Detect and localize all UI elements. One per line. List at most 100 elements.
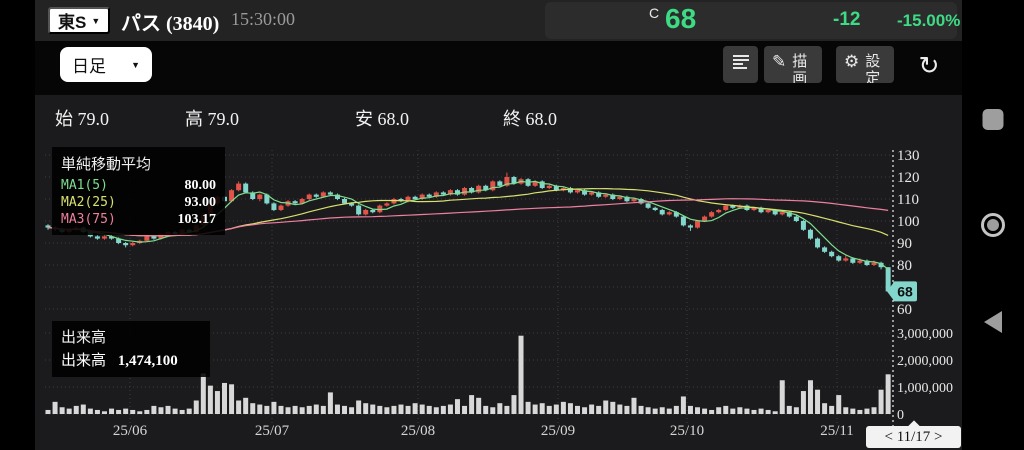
volume-bar	[454, 399, 460, 414]
ma2-label: MA2(25)	[61, 195, 116, 210]
volume-tick-label: 1,000,000	[897, 381, 953, 396]
candle-body	[377, 205, 383, 213]
volume-bar	[772, 411, 778, 414]
volume-bar	[638, 405, 644, 414]
order-book-button[interactable]	[723, 46, 758, 83]
candle-body	[292, 201, 298, 204]
volume-bar	[504, 405, 510, 414]
candle-body	[356, 205, 362, 215]
candle-body	[610, 194, 616, 199]
candle-body	[807, 229, 813, 239]
volume-bar	[363, 403, 369, 414]
page-indicator[interactable]: < 11/17 >	[866, 426, 961, 448]
back-button[interactable]	[984, 311, 1002, 333]
volume-bar	[469, 395, 475, 414]
chevron-down-icon: ▼	[91, 15, 101, 26]
volume-bar	[793, 407, 799, 414]
candle-body	[709, 212, 715, 217]
candle-body	[652, 207, 658, 210]
volume-bar	[631, 397, 637, 414]
candle-body	[871, 262, 877, 265]
volume-bar	[80, 404, 86, 414]
volume-bar	[483, 405, 489, 414]
candle-body	[638, 199, 644, 204]
back-triangle-icon	[984, 311, 1002, 333]
volume-bar	[596, 405, 602, 414]
volume-bar	[165, 405, 171, 414]
price-tick-label: 130	[897, 148, 920, 164]
volume-bar	[384, 407, 390, 414]
volume-bar	[264, 405, 270, 414]
volume-bar	[137, 411, 143, 414]
price-tick-label: 80	[897, 258, 912, 274]
header-bar: 東S ▼ パス (3840) 15:30:00 C 68 -12 -15.00%	[35, 0, 962, 41]
timeframe-label: 日足	[72, 57, 106, 76]
volume-bar	[779, 380, 785, 414]
volume-bar	[843, 407, 849, 414]
candle-body	[299, 199, 305, 204]
volume-bar	[342, 405, 348, 414]
timeframe-selector[interactable]: 日足 ▼	[60, 47, 152, 82]
volume-bar	[243, 397, 249, 414]
candle-body	[334, 194, 340, 199]
volume-bar	[497, 403, 503, 414]
candle-body	[440, 192, 446, 195]
refresh-button[interactable]: ↻	[909, 45, 949, 85]
ma1-value: 80.00	[184, 178, 217, 193]
volume-bar	[426, 405, 432, 414]
recents-button[interactable]	[982, 109, 1004, 130]
x-axis-label: 25/06	[113, 423, 148, 439]
volume-legend-title: 出来高	[61, 329, 107, 346]
volume-bar	[222, 382, 227, 414]
volume-bar	[815, 389, 821, 414]
candle-body	[864, 260, 870, 265]
volume-bar	[66, 408, 72, 414]
draw-button[interactable]: ✎ 描画	[764, 46, 822, 83]
candle-body	[144, 236, 150, 241]
volume-bar	[666, 408, 672, 414]
volume-bar	[864, 408, 870, 414]
candle-body	[730, 205, 736, 208]
volume-bar	[567, 403, 573, 414]
volume-bar	[151, 405, 157, 414]
volume-bar	[278, 405, 284, 414]
candle-body	[243, 183, 249, 193]
price-tick-label: 100	[897, 214, 920, 230]
volume-bar	[440, 405, 446, 414]
candle-body	[800, 221, 806, 230]
settings-button[interactable]: ⚙ 設定	[836, 46, 894, 83]
volume-bar	[786, 405, 792, 414]
candle-body	[419, 194, 425, 199]
candle-body	[130, 243, 136, 246]
android-navbar	[962, 0, 1024, 450]
candle-body	[645, 203, 651, 208]
volume-bar	[356, 400, 362, 414]
volume-bar	[737, 407, 743, 414]
market-selector[interactable]: 東S ▼	[48, 7, 111, 34]
candle-body	[370, 210, 376, 213]
candle-body	[850, 258, 856, 263]
candlestick-chart[interactable]: 130120110100908070603,000,0002,000,0001,…	[35, 95, 962, 450]
candle-body	[504, 177, 510, 186]
volume-bar	[45, 409, 51, 414]
candle-body	[631, 199, 637, 202]
volume-bar	[349, 407, 355, 414]
volume-bar	[582, 407, 588, 414]
x-axis-label: 25/10	[670, 423, 704, 439]
square-icon	[982, 109, 1004, 130]
home-button[interactable]	[981, 213, 1005, 237]
volume-bar	[518, 335, 524, 414]
volume-bar	[652, 408, 658, 414]
price-tick-label: 110	[897, 192, 919, 208]
volume-bar	[836, 395, 842, 414]
candle-body	[476, 185, 482, 193]
candle-body	[327, 192, 333, 195]
volume-bar	[723, 405, 729, 414]
candle-body	[229, 190, 235, 202]
ma-legend: 単純移動平均 MA1(5) 80.00 MA2(25) 93.00 MA3(75…	[52, 147, 225, 235]
volume-bar	[207, 385, 213, 414]
candle-body	[687, 225, 693, 228]
ohlc-close: 終 68.0	[503, 109, 557, 129]
volume-bar	[878, 389, 884, 414]
volume-bar	[94, 409, 100, 414]
